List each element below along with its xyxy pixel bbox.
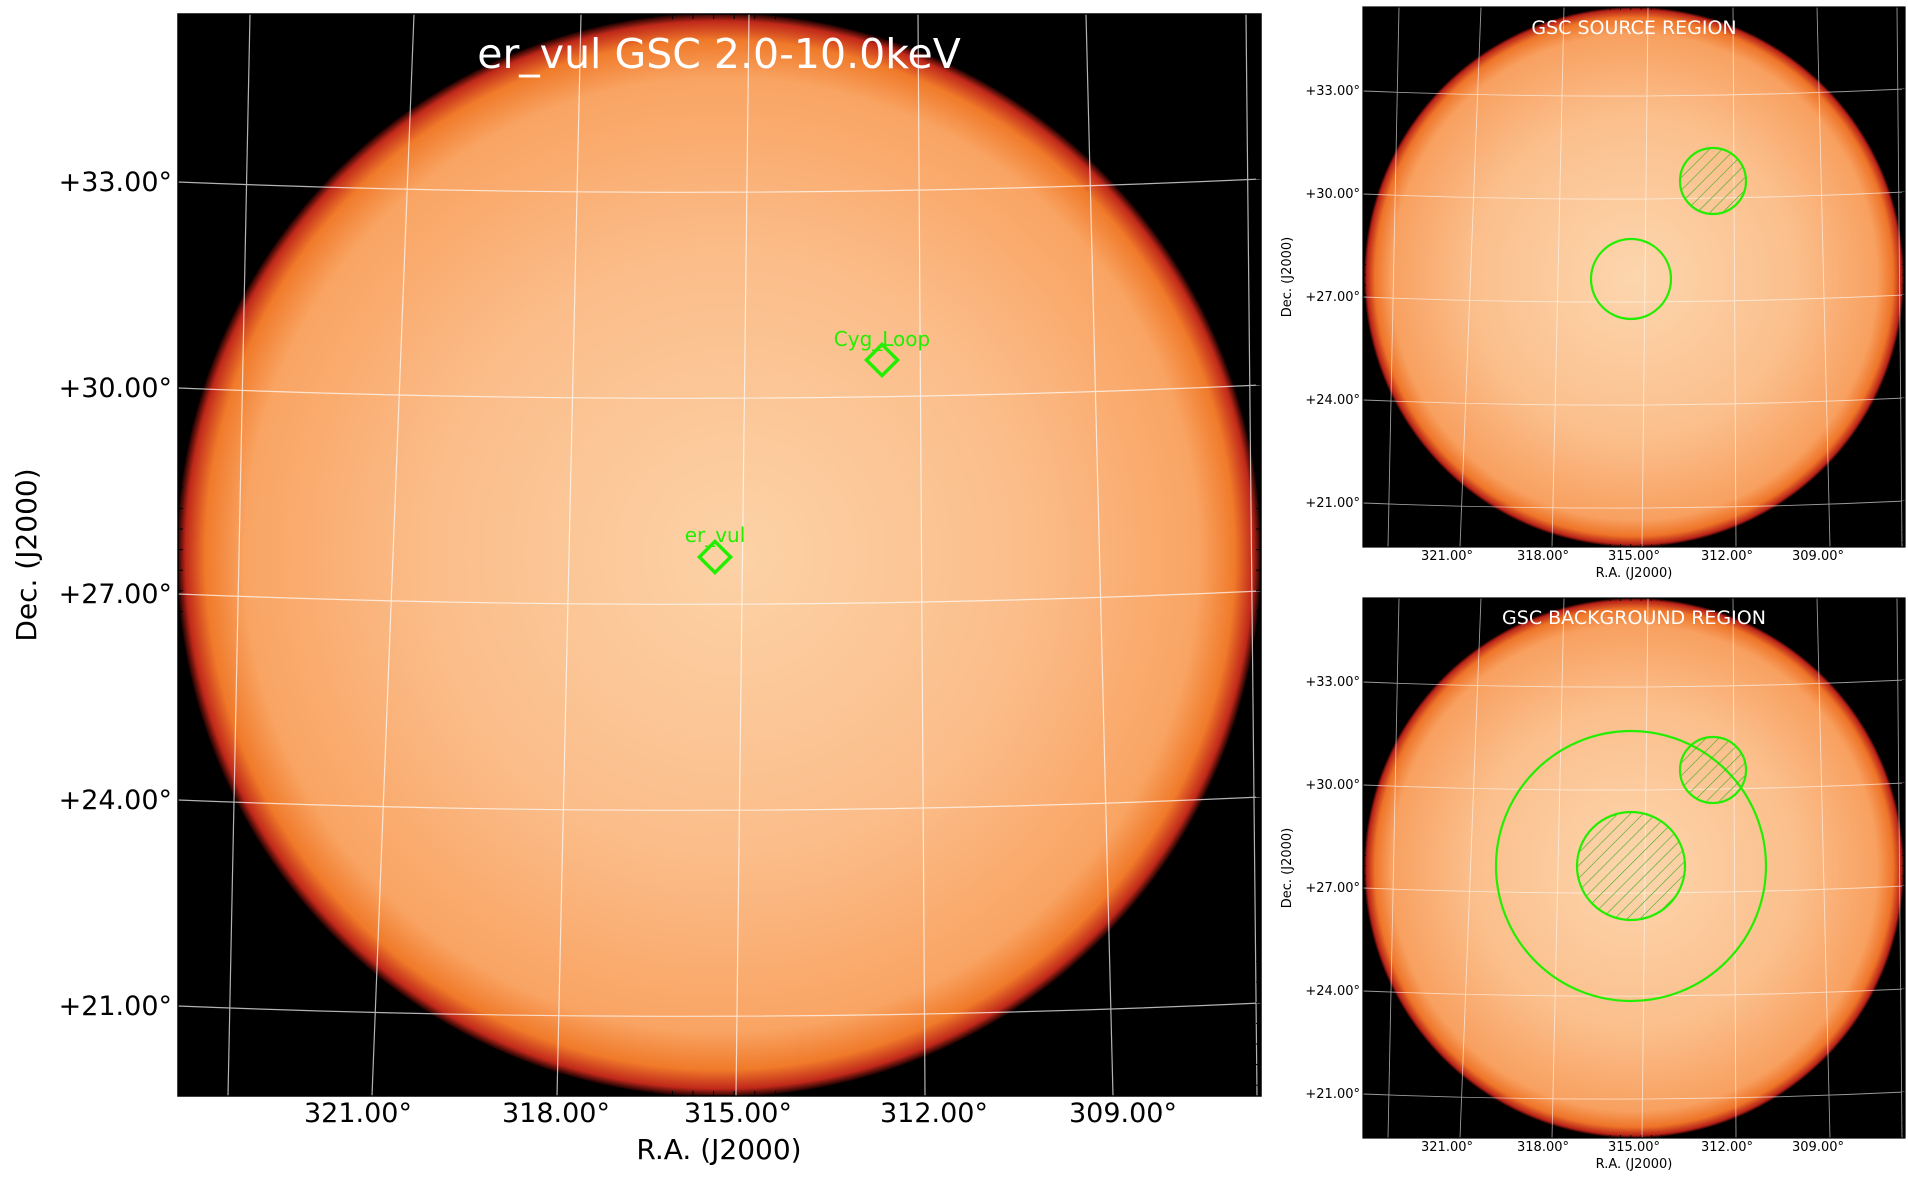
main-ytick-27: +27.00°	[59, 579, 172, 610]
main-ylabel: Dec. (J2000)	[10, 468, 43, 641]
source-ylabel: Dec. (J2000)	[1280, 237, 1295, 317]
source-ytick-30: +30.00°	[1305, 187, 1360, 202]
main-xtick-315: 315.00°	[684, 1098, 792, 1129]
background-cyg-loop-excluded	[1678, 735, 1748, 805]
cyg-loop-marker: Cyg_Loop	[834, 327, 930, 379]
background-xtick-312: 312.00°	[1701, 1140, 1753, 1155]
main-detector-disk	[178, 14, 1261, 1096]
er-vul-diamond-icon	[696, 538, 734, 576]
main-xlabel: R.A. (J2000)	[636, 1133, 801, 1166]
source-xtick-318: 318.00°	[1517, 549, 1569, 564]
source-xlabel: R.A. (J2000)	[1596, 566, 1673, 581]
source-ytick-27: +27.00°	[1305, 290, 1360, 305]
source-ytick-21: +21.00°	[1305, 496, 1360, 511]
cyg-loop-label: Cyg_Loop	[834, 327, 930, 351]
er-vul-label: er_vul	[685, 523, 746, 547]
background-ytick-30: +30.00°	[1305, 778, 1360, 793]
source-xtick-312: 312.00°	[1701, 549, 1753, 564]
background-ytick-21: +21.00°	[1305, 1087, 1360, 1102]
background-ylabel: Dec. (J2000)	[1280, 828, 1295, 908]
main-xtick-312: 312.00°	[880, 1098, 988, 1129]
cyg-loop-diamond-icon	[863, 341, 901, 379]
main-xtick-318: 318.00°	[502, 1098, 610, 1129]
main-axis-ticks	[178, 14, 1261, 1096]
source-region-panel: GSC SOURCE REGION 321.00° 318.00° 315.00…	[1280, 6, 1906, 581]
main-xtick-321: 321.00°	[304, 1098, 412, 1129]
source-detector-disk	[1364, 7, 1904, 547]
source-xtick-315: 315.00°	[1608, 549, 1660, 564]
background-xlabel: R.A. (J2000)	[1596, 1157, 1673, 1172]
source-axes-frame	[1362, 6, 1906, 548]
source-axis-ticks	[1363, 7, 1905, 547]
source-coordinate-grid	[1363, 7, 1905, 547]
background-annulus-outer	[1494, 729, 1768, 1003]
main-axes-frame	[177, 13, 1262, 1097]
main-ytick-30: +30.00°	[59, 373, 172, 404]
background-title: GSC BACKGROUND REGION	[1502, 607, 1766, 629]
main-ytick-33: +33.00°	[59, 167, 172, 198]
source-ytick-33: +33.00°	[1305, 84, 1360, 99]
background-region-panel: GSC BACKGROUND REGION 321.00° 318.00° 31…	[1280, 597, 1906, 1172]
main-panel: Cyg_Loop er_vul er_vul GSC 2.0-10.0keV 3…	[10, 13, 1262, 1166]
main-ytick-24: +24.00°	[59, 785, 172, 816]
er-vul-marker: er_vul	[685, 523, 746, 576]
main-coordinate-grid	[178, 14, 1261, 1096]
background-xtick-318: 318.00°	[1517, 1140, 1569, 1155]
source-region-circle	[1589, 237, 1673, 321]
main-xtick-309: 309.00°	[1069, 1098, 1177, 1129]
background-ytick-33: +33.00°	[1305, 675, 1360, 690]
main-title: er_vul GSC 2.0-10.0keV	[477, 30, 961, 78]
background-xtick-315: 315.00°	[1608, 1140, 1660, 1155]
background-xtick-309: 309.00°	[1792, 1140, 1844, 1155]
background-xtick-321: 321.00°	[1421, 1140, 1473, 1155]
source-ytick-24: +24.00°	[1305, 393, 1360, 408]
background-source-excluded	[1575, 810, 1687, 922]
background-axis-ticks	[1363, 598, 1905, 1138]
source-xtick-321: 321.00°	[1421, 549, 1473, 564]
background-axes-frame	[1362, 597, 1906, 1139]
background-ytick-27: +27.00°	[1305, 881, 1360, 896]
cyg-loop-excluded-region	[1678, 146, 1748, 216]
background-ytick-24: +24.00°	[1305, 984, 1360, 999]
main-ytick-21: +21.00°	[59, 991, 172, 1022]
source-title: GSC SOURCE REGION	[1531, 17, 1736, 39]
source-xtick-309: 309.00°	[1792, 549, 1844, 564]
